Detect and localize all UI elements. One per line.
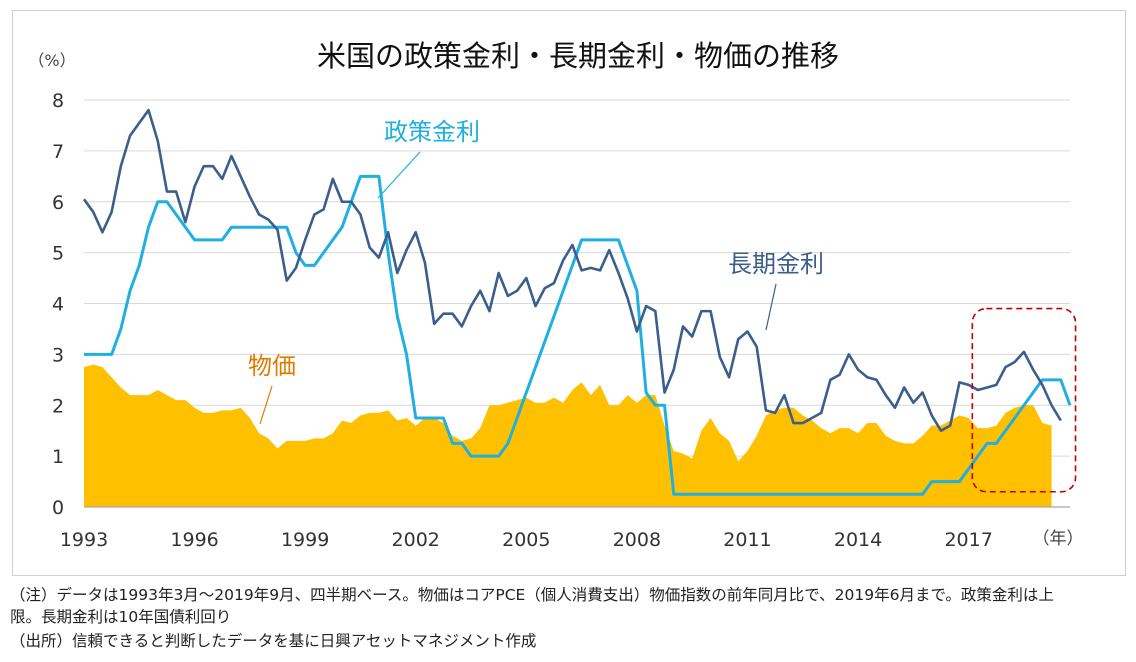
y-tick-labels: 0 1 2 3 4 5 6 7 8 xyxy=(52,90,64,519)
chart-title: 米国の政策金利・長期金利・物価の推移 xyxy=(317,39,839,73)
y-tick-label: 5 xyxy=(52,243,64,265)
y-tick-label: 3 xyxy=(52,344,64,366)
policy-rate-line xyxy=(84,174,1072,496)
y-tick-label: 0 xyxy=(52,497,64,519)
x-tick-label: 2017 xyxy=(944,529,992,551)
chart-frame xyxy=(12,10,1126,576)
x-tick-label: 1996 xyxy=(170,529,218,551)
x-tick-label: 2008 xyxy=(613,529,661,551)
price-legend-label: 物価 xyxy=(248,352,296,380)
x-tick-label: 2005 xyxy=(502,529,550,551)
price-leader-line xyxy=(259,385,273,425)
long-rate-line xyxy=(82,108,1062,432)
x-unit-label: （年） xyxy=(1033,529,1084,549)
y-tick-label: 4 xyxy=(52,294,64,316)
y-tick-label: 2 xyxy=(52,395,64,417)
y-tick-label: 8 xyxy=(52,90,64,112)
y-tick-label: 1 xyxy=(52,446,64,468)
y-unit-label: （%） xyxy=(28,51,75,70)
x-tick-labels: 1993 1996 1999 2002 2005 2008 2011 2014 2017 xyxy=(60,529,993,551)
highlight-dashed-box xyxy=(971,307,1077,493)
chart: 0 1 2 3 4 5 6 7 8 1993 1996 1999 2002 2005 2008 2011 20… xyxy=(28,39,1084,551)
source-line: （出所）信頼できると判断したデータを基に日興アセットマネジメント作成 xyxy=(10,632,537,650)
x-tick-label: 2014 xyxy=(834,529,882,551)
x-tick-label: 1999 xyxy=(281,529,329,551)
policy-rate-leader-line xyxy=(377,151,421,199)
policy-rate-legend-label: 政策金利 xyxy=(384,118,480,146)
long-rate-legend-label: 長期金利 xyxy=(728,250,824,278)
y-tick-label: 6 xyxy=(52,192,64,214)
long-rate-leader-line xyxy=(765,283,777,331)
note-line-2: 限。長期金利は10年国債利回り xyxy=(10,608,232,626)
y-tick-label: 7 xyxy=(52,141,64,163)
x-tick-label: 2002 xyxy=(392,529,440,551)
note-line-1: （注）データは1993年3月～2019年9月、四半期ベース。物価はコアPCE（個… xyxy=(10,586,1054,604)
x-tick-label: 1993 xyxy=(60,529,108,551)
x-tick-label: 2011 xyxy=(723,529,771,551)
price-area xyxy=(84,364,1052,507)
